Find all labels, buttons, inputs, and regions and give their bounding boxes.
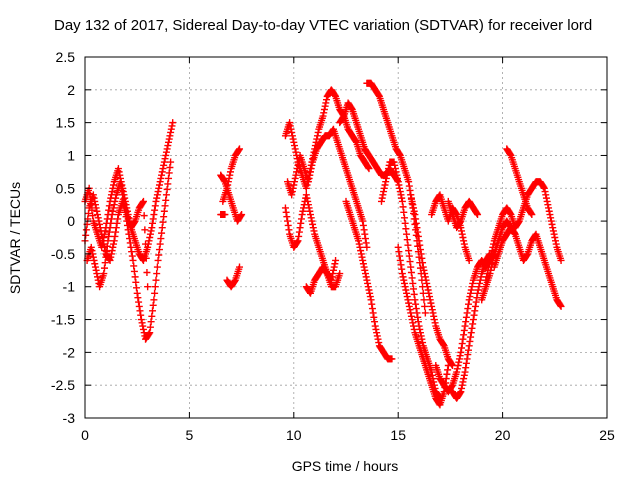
data-point (420, 296, 428, 304)
data-point (144, 283, 152, 291)
data-point (336, 270, 344, 278)
data-point (167, 158, 175, 166)
series-track-g (223, 263, 244, 291)
y-tick-label: 0.5 (56, 180, 76, 196)
x-tick-label: 20 (495, 427, 511, 443)
data-point (142, 254, 150, 262)
data-point (236, 145, 244, 153)
series-track-x (503, 145, 536, 219)
data-points (81, 79, 565, 409)
y-tick-label: 2.5 (56, 49, 76, 65)
data-point (152, 276, 160, 284)
data-point (474, 211, 482, 219)
series-track-i (284, 125, 371, 251)
series-track-e (219, 145, 244, 205)
data-point (221, 211, 229, 219)
data-point (153, 263, 161, 271)
series-track-n (363, 79, 429, 317)
data-point (332, 256, 340, 264)
data-point (557, 256, 565, 264)
series-track-k (302, 256, 340, 297)
series-track-o (377, 158, 444, 402)
data-point (139, 197, 147, 205)
data-point (365, 165, 373, 173)
data-point (140, 212, 148, 220)
y-axis-label: SDTVAR / TECUs (7, 182, 23, 294)
series-track-c (81, 191, 152, 291)
data-point (465, 256, 473, 264)
y-tick-label: -2.5 (51, 377, 75, 393)
data-point (528, 211, 536, 219)
data-point (169, 119, 177, 127)
x-tick-label: 0 (81, 427, 89, 443)
data-point (363, 243, 371, 251)
y-tick-label: -2 (63, 344, 76, 360)
data-point (143, 269, 151, 277)
series-track-m (342, 197, 396, 363)
axes: 2.5 2 1.5 1 0.5 0 -0.5 -1 -1.5 -2 -2.5 -3 0 5 10 15 20 25 (51, 49, 615, 443)
data-point (141, 226, 149, 234)
data-point (142, 240, 150, 248)
y-tick-label: 1 (67, 147, 75, 163)
y-tick-label: 2 (67, 82, 75, 98)
data-point (511, 230, 519, 238)
data-point (421, 302, 429, 310)
data-point (388, 355, 396, 363)
x-tick-label: 10 (286, 427, 302, 443)
series-track-a (81, 119, 177, 264)
data-point (151, 289, 159, 297)
series-track-s (448, 250, 494, 402)
y-tick-label: -3 (63, 410, 76, 426)
data-point (236, 263, 244, 271)
data-point (150, 296, 158, 304)
y-tick-label: -1 (63, 279, 76, 295)
series-track-u (444, 197, 482, 232)
data-point (153, 270, 161, 278)
x-axis-label: GPS time / hours (292, 458, 399, 474)
y-tick-label: -1.5 (51, 312, 75, 328)
data-point (557, 302, 565, 310)
y-tick-label: 1.5 (56, 115, 76, 131)
series-track-j (281, 191, 344, 291)
chart-title: Day 132 of 2017, Sidereal Day-to-day VTE… (54, 17, 592, 34)
plot-frame (84, 56, 608, 419)
x-tick-label: 15 (390, 427, 406, 443)
data-point (421, 309, 429, 317)
y-tick-label: -0.5 (51, 246, 75, 262)
series-track-y (478, 217, 519, 304)
series-track-b (83, 158, 175, 343)
y-tick-label: 0 (67, 213, 75, 229)
data-point (238, 211, 246, 219)
x-tick-label: 25 (599, 427, 615, 443)
series-track-p (394, 243, 452, 409)
data-point (151, 283, 159, 291)
x-tick-label: 5 (186, 427, 194, 443)
series-track-q (407, 191, 456, 369)
series-track-f (217, 211, 229, 219)
